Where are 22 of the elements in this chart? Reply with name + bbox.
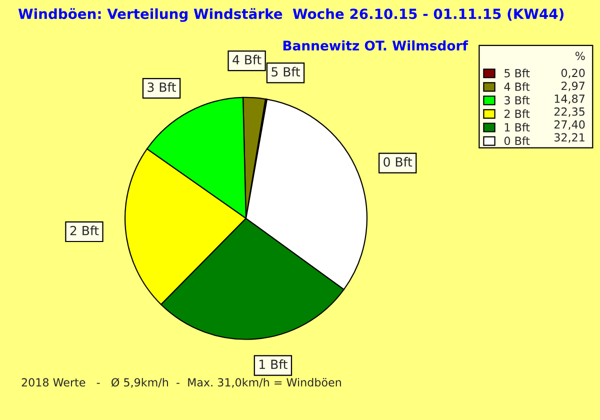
- legend-label: 4 Bft: [504, 82, 530, 91]
- data-label: 14,87: [554, 94, 584, 104]
- data-label: 2,97: [562, 82, 584, 92]
- data-label: 22,35: [554, 107, 584, 117]
- slice-label: 3 Bft: [148, 82, 176, 92]
- slice-label: 2 Bft: [70, 226, 99, 236]
- chart-subtitle: Bannewitz OT. Wilmsdorf: [283, 40, 468, 51]
- slice-label: 4 Bft: [232, 54, 262, 64]
- chart-title: Windböen: Verteilung Windstärke Woche 26.10.15 - 01.11.15 (KW44): [18, 8, 564, 22]
- slice-label: 0 Bft: [384, 157, 412, 167]
- legend-label: 2 Bft: [504, 109, 530, 118]
- legend-label: 5 Bft: [504, 68, 530, 78]
- slice-label: 5 Bft: [272, 66, 300, 77]
- data-label: 32,21: [554, 133, 584, 143]
- slice-label: 1 Bft: [260, 359, 288, 369]
- legend-label: 0 Bft: [504, 136, 530, 146]
- legend-label: 3 Bft: [504, 96, 530, 104]
- legend-label: 1 Bft: [504, 122, 530, 132]
- data-label: 0,20: [561, 68, 585, 78]
- legend-title: %: [576, 52, 585, 60]
- text: 2018 Werte - Ø 5,9km/h - Max. 31,0km/h = Windböen: [22, 378, 341, 388]
- data-label: 27,40: [554, 120, 585, 130]
